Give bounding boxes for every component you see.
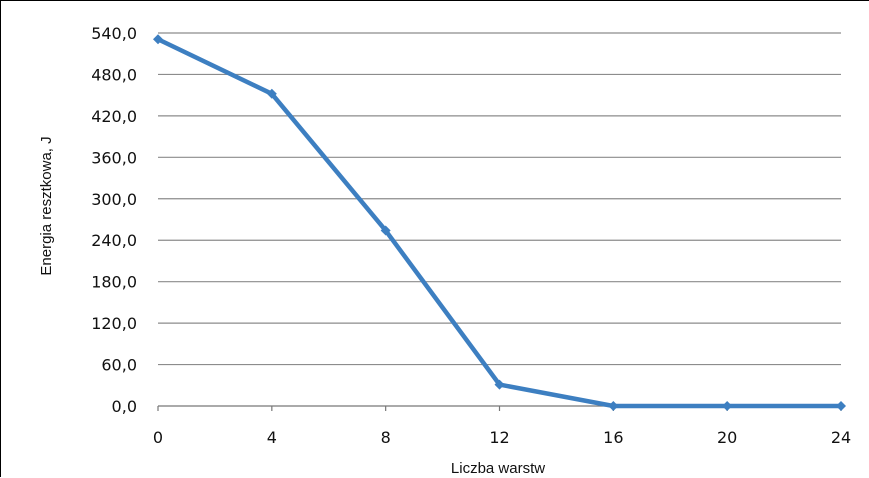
series-layer: [153, 34, 846, 411]
y-axis-title: Energia resztkowa, J: [38, 136, 55, 275]
y-tick-label: 540,0: [91, 24, 137, 43]
y-tick-label: 420,0: [91, 107, 137, 126]
series-line: [155, 36, 844, 409]
data-point-marker: [153, 34, 163, 45]
data-point-marker: [722, 401, 733, 411]
y-axis-ticks: 0,0 60,0 120,0 180,0 240,0 300,0 360,0 420,0 480…: [91, 24, 137, 416]
x-tick-label: 24: [831, 428, 851, 447]
x-tick-label: 4: [267, 428, 277, 447]
y-tick-label: 480,0: [91, 65, 137, 84]
x-axis-ticks: 0 4 8 12 16 20 24: [153, 406, 851, 447]
y-tick-label: 180,0: [91, 273, 137, 292]
y-tick-label: 300,0: [91, 190, 137, 209]
y-tick-label: 0,0: [112, 397, 137, 416]
data-point-marker: [836, 401, 846, 411]
data-point-marker: [494, 379, 505, 390]
x-tick-label: 16: [603, 428, 623, 447]
x-tick-label: 20: [717, 428, 737, 447]
data-point-marker: [266, 88, 277, 99]
y-tick-label: 360,0: [91, 148, 137, 167]
x-tick-label: 0: [153, 428, 163, 447]
y-tick-label: 120,0: [91, 314, 137, 333]
x-axis-title: Liczba warstw: [451, 460, 545, 477]
y-tick-label: 240,0: [91, 231, 137, 250]
gridlines: [158, 32, 841, 407]
data-point-marker: [608, 401, 619, 411]
data-point-marker: [380, 225, 391, 236]
y-tick-label: 60,0: [101, 356, 137, 375]
x-tick-label: 12: [489, 428, 509, 447]
x-tick-label: 8: [381, 428, 391, 447]
